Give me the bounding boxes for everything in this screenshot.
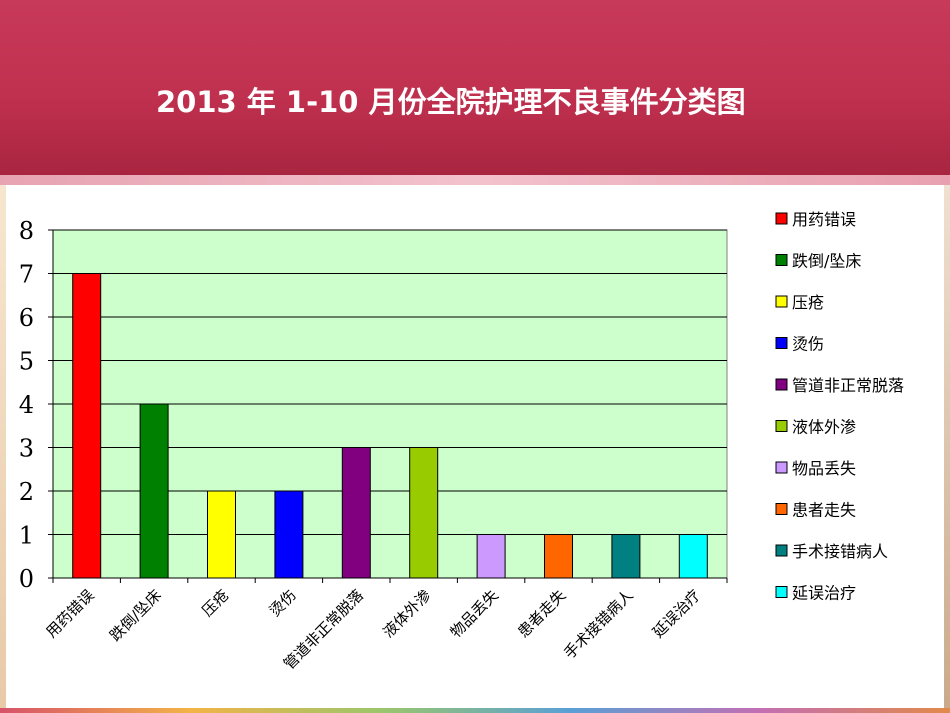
y-tick-label-7: 7 bbox=[19, 261, 34, 289]
right-decorative-strip bbox=[944, 185, 950, 713]
bar-7 bbox=[476, 534, 506, 579]
legend-swatch-4 bbox=[775, 337, 788, 349]
bar-4 bbox=[274, 490, 304, 579]
bar-9 bbox=[611, 534, 641, 579]
legend-swatch-3 bbox=[775, 295, 788, 308]
bar-8 bbox=[544, 534, 573, 579]
legend-label-3: 压疮 bbox=[792, 293, 824, 312]
legend-label-5: 管道非正常脱落 bbox=[792, 376, 904, 395]
legend-swatch-10 bbox=[775, 586, 788, 598]
slide-title: 2013 年 1-10 月份全院护理不良事件分类图 bbox=[156, 85, 746, 119]
legend-label-10: 延误治疗 bbox=[792, 584, 856, 603]
bar-3 bbox=[207, 490, 236, 579]
y-tick-label-3: 3 bbox=[19, 435, 34, 463]
legend-swatch-2 bbox=[775, 254, 788, 266]
y-tick-label-6: 6 bbox=[19, 304, 34, 332]
legend-label-6: 液体外渗 bbox=[792, 418, 856, 437]
legend-label-7: 物品丢失 bbox=[792, 459, 856, 478]
y-tick-label-0: 0 bbox=[19, 565, 34, 593]
y-tick-label-2: 2 bbox=[19, 478, 34, 506]
legend-label-2: 跌倒/坠床 bbox=[792, 252, 861, 271]
legend-swatch-7 bbox=[775, 461, 788, 474]
y-tick-label-4: 4 bbox=[19, 391, 34, 419]
y-tick-labels: 0 1 2 3 4 5 6 7 8 bbox=[19, 217, 34, 593]
axes bbox=[48, 229, 728, 583]
legend-swatch-9 bbox=[775, 544, 788, 557]
legend-label-9: 手术接错病人 bbox=[792, 542, 888, 561]
header-divider-band bbox=[0, 175, 950, 185]
bar-2 bbox=[139, 403, 169, 579]
legend-label-4: 烫伤 bbox=[792, 335, 824, 354]
legend-swatch-5 bbox=[775, 378, 788, 391]
legend-label-8: 患者走失 bbox=[792, 501, 856, 520]
bar-6 bbox=[409, 447, 439, 579]
bar-10 bbox=[678, 534, 708, 579]
bar-5 bbox=[341, 447, 371, 579]
bar-1 bbox=[72, 273, 102, 579]
y-tick-label-5: 5 bbox=[19, 348, 34, 376]
header-banner bbox=[0, 0, 950, 175]
bottom-decorative-strip bbox=[0, 708, 950, 713]
legend: 用药错误跌倒/坠床压疮烫伤管道非正常脱落液体外渗物品丢失患者走失手术接错病人延误… bbox=[775, 210, 904, 603]
legend-label-1: 用药错误 bbox=[792, 210, 856, 229]
legend-swatch-8 bbox=[775, 503, 788, 515]
legend-swatch-1 bbox=[775, 212, 788, 225]
y-tick-label-1: 1 bbox=[19, 522, 34, 550]
y-tick-label-8: 8 bbox=[19, 217, 34, 245]
bar-chart: 0 1 2 3 4 5 6 7 8 用药错误跌倒/坠床压疮烫伤管道非正常脱落 液体外渗物品丢失患者… bbox=[6, 185, 938, 708]
legend-swatch-6 bbox=[775, 420, 788, 432]
left-decorative-strip bbox=[0, 185, 6, 713]
